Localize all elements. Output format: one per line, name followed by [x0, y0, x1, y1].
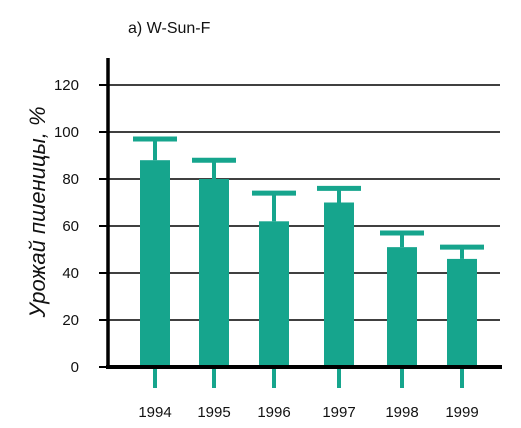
bar — [140, 160, 170, 367]
y-tick-label: 120 — [54, 77, 79, 94]
bar — [259, 221, 289, 367]
chart-title: a) W-Sun-F — [128, 20, 211, 37]
gridlines — [108, 84, 500, 321]
bars — [133, 136, 484, 367]
x-tick-label: 1999 — [445, 404, 478, 421]
bar — [199, 179, 229, 367]
x-tick-label: 1994 — [138, 404, 171, 421]
bar — [387, 247, 417, 367]
tick-labels: 0 20 40 60 80 100 120 1994 1995 1996 1997 1998 1999 — [54, 77, 479, 421]
y-axis-label: Урожай пшеницы, % — [25, 106, 50, 318]
y-tick-label: 40 — [62, 265, 79, 282]
y-tick-label: 60 — [62, 218, 79, 235]
y-tick-label: 100 — [54, 124, 79, 141]
x-tick-label: 1996 — [257, 404, 290, 421]
bar — [447, 258, 477, 367]
y-tick-label: 0 — [71, 359, 79, 376]
x-tick-label: 1995 — [197, 404, 230, 421]
bar — [324, 202, 354, 367]
y-tick-label: 80 — [62, 171, 79, 188]
axes — [99, 58, 502, 388]
x-tick-label: 1997 — [322, 404, 355, 421]
x-tick-label: 1998 — [385, 404, 418, 421]
y-tick-label: 20 — [62, 312, 79, 329]
